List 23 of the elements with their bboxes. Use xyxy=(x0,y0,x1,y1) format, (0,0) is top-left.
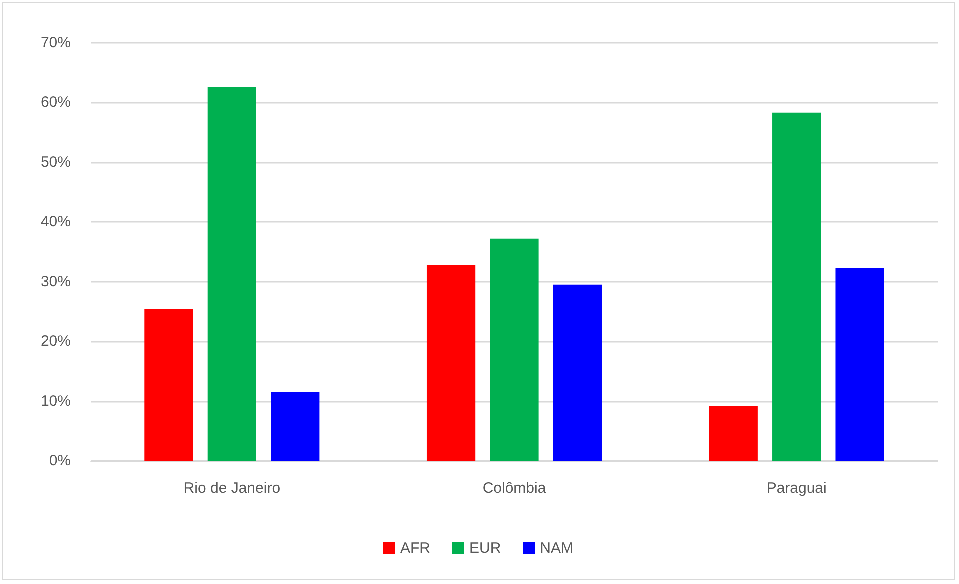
legend-label: AFR xyxy=(400,540,431,557)
legend-label: NAM xyxy=(540,540,574,557)
y-tick-label: 0% xyxy=(49,452,71,470)
bar xyxy=(144,309,194,461)
bar xyxy=(271,392,320,461)
bar xyxy=(836,268,884,461)
y-tick-label: 50% xyxy=(40,154,71,171)
y-tick-label: 30% xyxy=(40,273,71,290)
x-tick-label: Paraguai xyxy=(766,480,827,497)
y-tick-label: 20% xyxy=(40,333,71,350)
bar xyxy=(426,265,476,461)
legend-label: EUR xyxy=(470,540,502,557)
bar xyxy=(208,87,256,461)
x-tick-label: Colômbia xyxy=(482,480,547,497)
bar xyxy=(490,238,539,461)
bar xyxy=(709,406,758,461)
y-tick-label: 40% xyxy=(40,214,71,231)
bar xyxy=(553,284,602,461)
bar xyxy=(772,112,822,461)
y-tick-label: 60% xyxy=(40,94,71,112)
x-tick-label: Rio de Janeiro xyxy=(184,480,281,497)
y-tick-label: 10% xyxy=(40,392,71,410)
y-tick-label: 70% xyxy=(40,34,71,52)
